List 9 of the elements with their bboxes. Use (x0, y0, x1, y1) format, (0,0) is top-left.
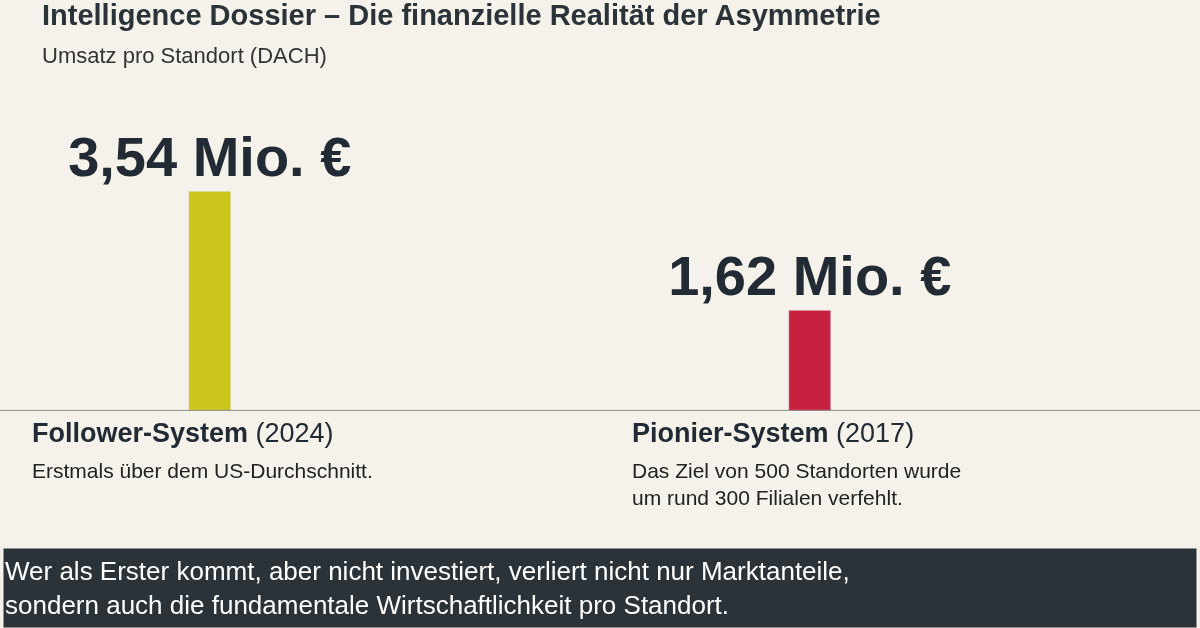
x-tick-label: Follower-System (2024) (32, 418, 334, 448)
text: Wer als Erster kommt, aber nicht investiert, verliert nicht nur Marktanteile, sondern auch die fundamentale Wirtschaftlichkeit pro Standort. (5, 556, 850, 620)
text: Das Ziel von 500 Standorten wurde um rund 300 Filialen verfehlt. (632, 459, 962, 510)
chart-title: Intelligence Dossier – Die finanzielle Realität der Asymmetrie (42, 0, 881, 32)
data-label: 3,54 Mio. € (68, 125, 352, 189)
chart-subtitle: Umsatz pro Standort (DACH) (42, 42, 327, 68)
data-label: 1,62 Mio. € (668, 244, 952, 308)
x-tick-label: Pionier-System (2017) (632, 418, 915, 448)
text: Erstmals über dem US-Durchschnitt. (32, 459, 373, 482)
